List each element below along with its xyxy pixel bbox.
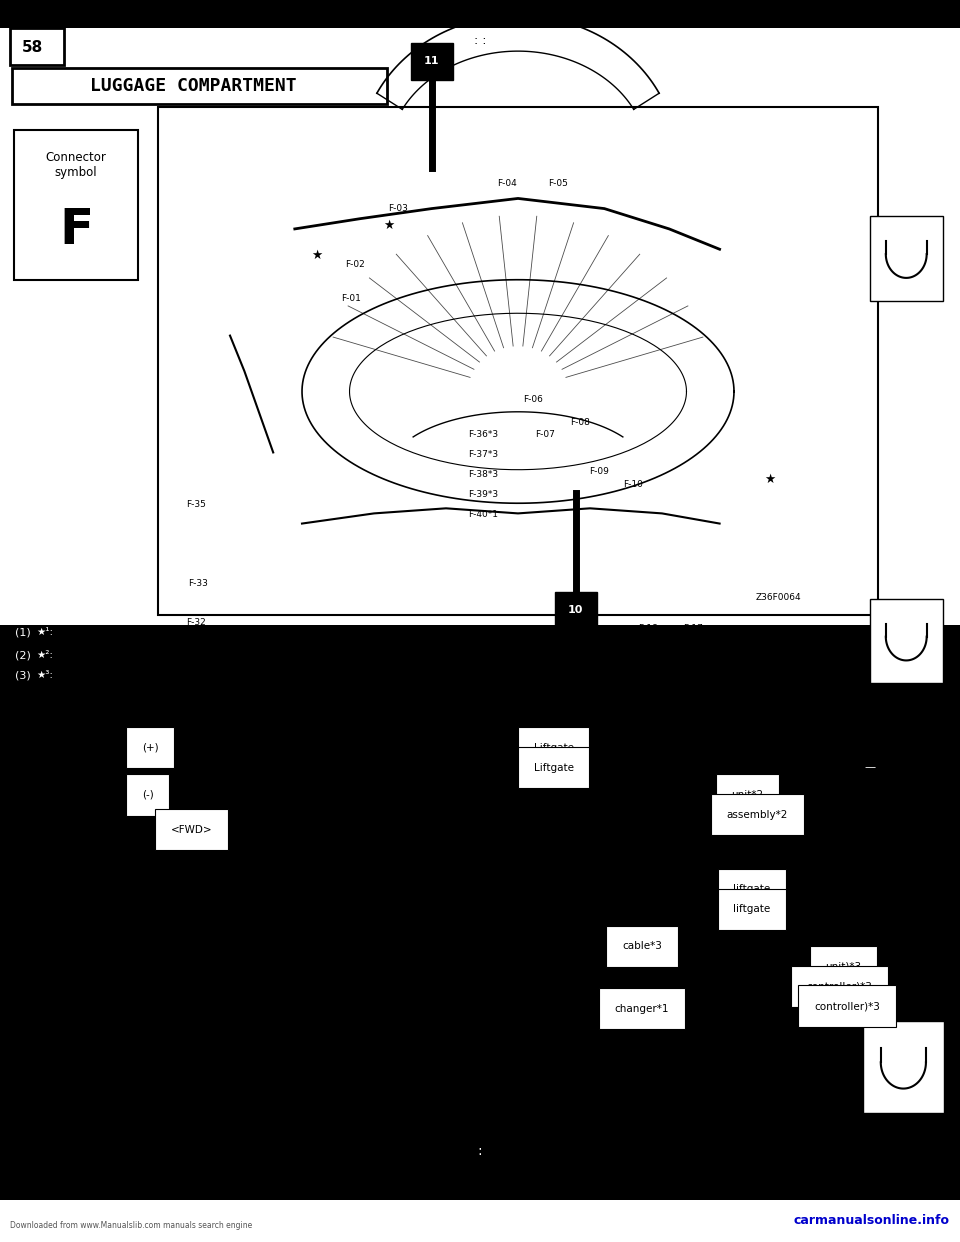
- Text: ★³:: ★³:: [36, 669, 53, 681]
- Text: F-29*2: F-29*2: [399, 713, 429, 723]
- Text: Downloaded from www.Manualslib.com manuals search engine: Downloaded from www.Manualslib.com manua…: [10, 1221, 252, 1230]
- Text: F-07: F-07: [535, 430, 555, 440]
- Text: F-24: F-24: [512, 679, 531, 689]
- Text: 58: 58: [21, 40, 42, 55]
- FancyBboxPatch shape: [870, 599, 943, 683]
- Text: ★¹:: ★¹:: [36, 627, 53, 637]
- Text: F-32: F-32: [186, 617, 206, 627]
- Text: Z36F0064: Z36F0064: [756, 592, 802, 602]
- FancyBboxPatch shape: [10, 29, 64, 65]
- FancyBboxPatch shape: [863, 1021, 944, 1113]
- Text: ★: ★: [311, 250, 322, 262]
- Text: F-25: F-25: [499, 713, 519, 723]
- Text: : :: : :: [473, 34, 487, 46]
- Text: (1): (1): [15, 627, 31, 637]
- Text: 10: 10: [568, 605, 584, 615]
- Text: F-31: F-31: [185, 658, 205, 668]
- Text: F-08: F-08: [570, 417, 590, 427]
- Text: controller)*3: controller)*3: [814, 1001, 880, 1011]
- FancyBboxPatch shape: [12, 68, 387, 104]
- Text: 11: 11: [424, 56, 440, 66]
- Text: LUGGAGE COMPARTMENT: LUGGAGE COMPARTMENT: [89, 77, 297, 94]
- Text: Liftgate: Liftgate: [534, 743, 574, 753]
- Text: F-06: F-06: [523, 395, 543, 405]
- Text: liftgate: liftgate: [733, 904, 771, 914]
- FancyBboxPatch shape: [870, 216, 943, 301]
- Text: :: :: [478, 1144, 482, 1158]
- Text: Liftgate: Liftgate: [534, 763, 574, 773]
- Text: unit)*3: unit)*3: [826, 961, 862, 971]
- Text: F-05: F-05: [548, 179, 568, 189]
- Text: F-23: F-23: [534, 713, 554, 723]
- Text: F-21: F-21: [572, 661, 592, 671]
- Text: F-30: F-30: [369, 713, 389, 723]
- Text: F-39*3: F-39*3: [468, 489, 498, 499]
- Text: F-35: F-35: [186, 499, 206, 509]
- Text: Connector
symbol: Connector symbol: [45, 152, 107, 179]
- FancyBboxPatch shape: [0, 29, 960, 625]
- Text: F-04: F-04: [497, 179, 517, 189]
- Text: F-38*3: F-38*3: [468, 469, 498, 479]
- Text: carmanualsonline.info: carmanualsonline.info: [794, 1213, 950, 1227]
- Text: F-09: F-09: [589, 467, 610, 477]
- Text: F-18: F-18: [638, 623, 659, 633]
- Text: <FWD>: <FWD>: [171, 825, 212, 835]
- Text: F: F: [59, 206, 93, 255]
- Text: (-): (-): [142, 790, 154, 800]
- FancyBboxPatch shape: [158, 107, 878, 615]
- Text: F-36*3: F-36*3: [468, 430, 498, 440]
- Text: liftgate: liftgate: [733, 884, 771, 894]
- Text: F-28: F-28: [422, 713, 443, 723]
- Text: F-26*2: F-26*2: [474, 713, 504, 723]
- Text: changer*1: changer*1: [614, 1004, 669, 1013]
- Text: cable*3: cable*3: [622, 941, 662, 951]
- Text: unit*2: unit*2: [732, 790, 763, 800]
- Text: ★: ★: [383, 219, 394, 232]
- FancyBboxPatch shape: [0, 1200, 960, 1242]
- Text: F-27: F-27: [450, 713, 470, 723]
- Text: assembly*2: assembly*2: [727, 810, 788, 820]
- Text: ★²:: ★²:: [36, 650, 53, 660]
- Text: F-20: F-20: [600, 648, 620, 658]
- Text: controller)*3: controller)*3: [806, 981, 873, 991]
- Text: F-10: F-10: [623, 479, 643, 489]
- Text: F-19: F-19: [629, 648, 649, 658]
- Text: F-33: F-33: [188, 579, 208, 589]
- Text: (+): (+): [142, 743, 158, 753]
- Text: —: —: [864, 763, 876, 773]
- Text: F-01: F-01: [341, 293, 361, 303]
- Text: (2): (2): [15, 650, 31, 660]
- Text: F-17: F-17: [684, 623, 704, 633]
- Text: F-37*3: F-37*3: [468, 450, 498, 460]
- Text: els: els: [197, 713, 209, 723]
- Text: F-02: F-02: [346, 260, 366, 270]
- Text: F-22: F-22: [555, 686, 574, 696]
- Text: —: —: [864, 961, 876, 971]
- Text: (3): (3): [15, 669, 31, 681]
- FancyBboxPatch shape: [14, 130, 138, 279]
- Text: ★: ★: [764, 473, 776, 486]
- Text: F-03: F-03: [388, 204, 408, 214]
- Text: F-40*1: F-40*1: [468, 509, 498, 519]
